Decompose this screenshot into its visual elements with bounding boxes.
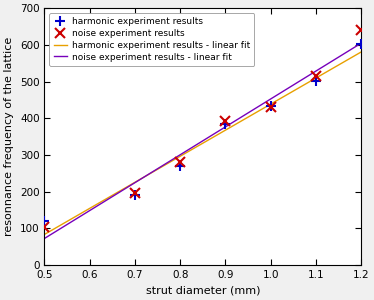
X-axis label: strut diameter (mm): strut diameter (mm) — [145, 286, 260, 296]
Legend: harmonic experiment results, noise experiment results, harmonic experiment resul: harmonic experiment results, noise exper… — [49, 13, 254, 66]
Y-axis label: resonnance frequency of the lattice: resonnance frequency of the lattice — [4, 37, 15, 236]
